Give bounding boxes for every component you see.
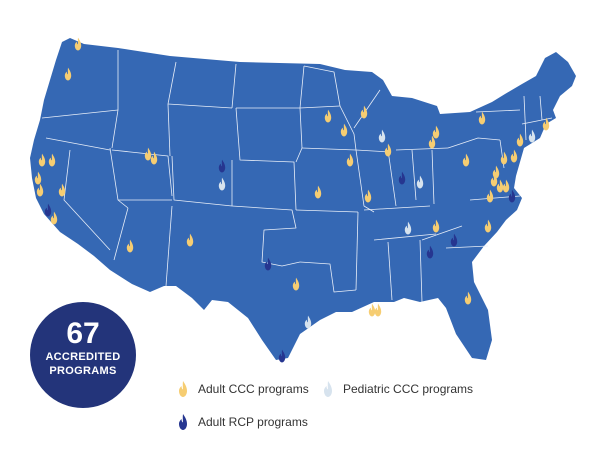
adult-ccc-marker	[374, 303, 382, 317]
flame-icon	[178, 414, 188, 430]
badge-line-2: PROGRAMS	[49, 365, 117, 377]
badge-line-1: ACCREDITED	[45, 351, 121, 363]
legend-label: Adult RCP programs	[198, 415, 308, 429]
legend-label: Pediatric CCC programs	[343, 382, 474, 396]
legend-label: Adult CCC programs	[198, 382, 309, 396]
adult-ccc-marker	[74, 37, 82, 51]
legend-adult-ccc: Adult CCC programs	[178, 381, 309, 397]
state-borders	[41, 50, 553, 303]
adult-ccc-marker	[368, 303, 376, 317]
legend-adult-rcp: Adult RCP programs	[178, 414, 308, 430]
legend-pediatric-ccc: Pediatric CCC programs	[323, 381, 473, 397]
flame-icon	[323, 381, 333, 397]
accredited-programs-badge: 67 ACCREDITED PROGRAMS	[30, 302, 136, 408]
program-count: 67	[66, 317, 100, 350]
flame-icon	[178, 381, 188, 397]
